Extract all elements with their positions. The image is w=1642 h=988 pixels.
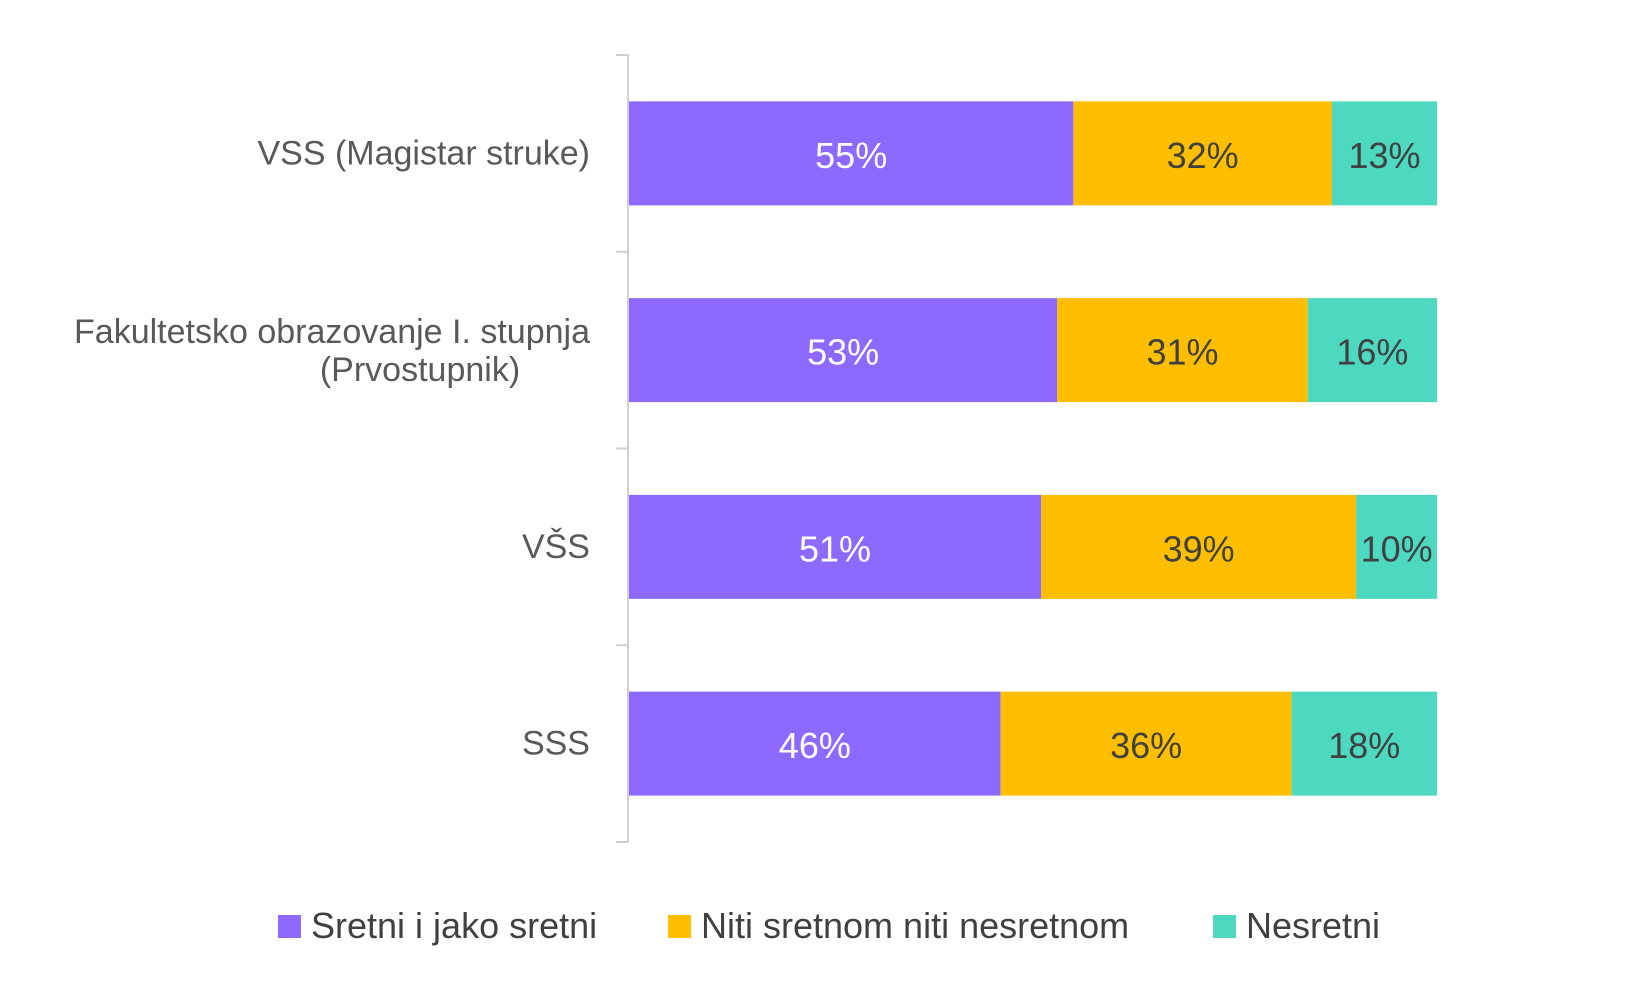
- data-label: 46%: [779, 725, 851, 766]
- legend-label-niti: Niti sretnom niti nesretnom: [701, 905, 1130, 946]
- legend-swatch-niti: [668, 914, 691, 938]
- bar-segment: [1291, 691, 1437, 796]
- legend-label-sretni: Sretni i jako sretni: [311, 905, 598, 946]
- bar-segment: [629, 691, 1001, 796]
- bar-segment: [1041, 494, 1357, 599]
- bar-segment: [1331, 101, 1437, 206]
- legend-swatch-nesretni: [1213, 914, 1236, 938]
- bar-segment: [1000, 691, 1292, 796]
- data-label: 16%: [1336, 332, 1408, 373]
- bar-segment: [1057, 298, 1308, 403]
- stacked-bar-chart: VSS (Magistar struke) 55% 32% 13% Fakultetsk…: [74, 54, 1437, 843]
- data-label: 51%: [799, 528, 871, 569]
- bar-segment: [629, 298, 1058, 403]
- category-label: VSS (Magistar struke): [257, 134, 590, 172]
- bar-segment: [1307, 298, 1437, 403]
- category-label: SSS: [522, 725, 590, 763]
- bar-segment: [1073, 101, 1332, 206]
- legend-swatch-sretni: [278, 914, 301, 938]
- category-label: VŠS: [522, 528, 590, 566]
- data-label: 36%: [1110, 725, 1182, 766]
- bar-segment: [1356, 494, 1437, 599]
- data-label: 55%: [815, 135, 887, 176]
- bar-segment: [629, 101, 1074, 206]
- bar-segment: [629, 494, 1042, 599]
- data-label: 10%: [1361, 528, 1433, 569]
- legend-item-niti: Niti sretnom niti nesretnom: [668, 904, 1129, 948]
- data-label: 18%: [1328, 725, 1400, 766]
- legend: Sretni i jako sretni Niti sretnom niti n…: [0, 904, 1642, 954]
- legend-label-nesretni: Nesretni: [1246, 905, 1381, 946]
- category-label: Fakultetsko obrazovanje I. stupnja (Prvos…: [74, 313, 590, 389]
- data-label: 32%: [1167, 135, 1239, 176]
- data-label: 13%: [1348, 135, 1420, 176]
- legend-item-nesretni: Nesretni: [1213, 904, 1380, 948]
- data-label: 53%: [807, 332, 879, 373]
- data-label: 31%: [1146, 332, 1218, 373]
- legend-item-sretni: Sretni i jako sretni: [278, 904, 597, 948]
- data-label: 39%: [1163, 528, 1235, 569]
